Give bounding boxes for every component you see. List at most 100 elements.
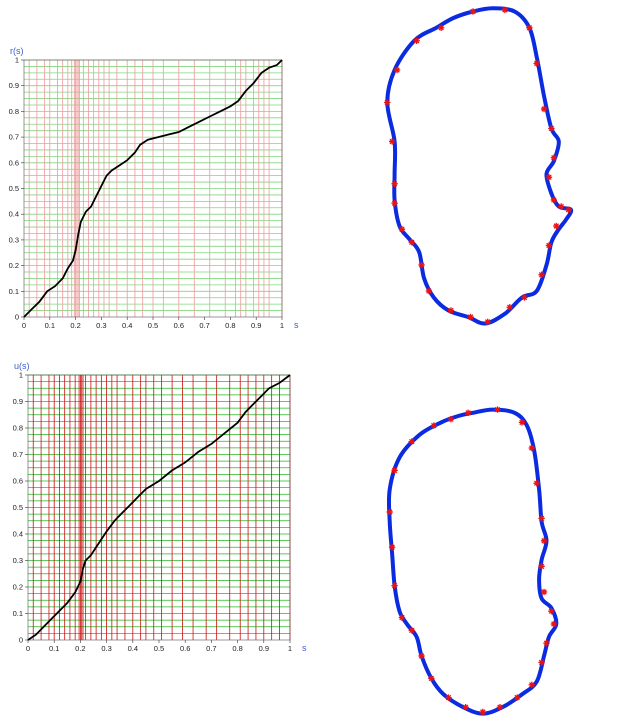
- x-tick-label: 0: [22, 321, 26, 330]
- x-tick-label: 1: [288, 644, 292, 653]
- sample-marker: [428, 675, 435, 682]
- x-tick-label: 0.6: [180, 644, 190, 653]
- sample-marker: [386, 508, 393, 516]
- sample-marker: [558, 203, 565, 210]
- marker-stroke: [514, 694, 520, 701]
- y-tick-label: 0.7: [9, 133, 19, 142]
- y-tick-label: 0: [19, 636, 23, 645]
- marker-stroke: [548, 125, 555, 132]
- sample-marker: [484, 318, 491, 326]
- sample-marker: [413, 37, 420, 44]
- sample-marker: [462, 704, 469, 711]
- x-tick-label: 0.8: [232, 644, 242, 653]
- marker-stroke: [409, 239, 415, 245]
- sample-marker: [526, 24, 533, 31]
- marker-stroke: [541, 589, 547, 595]
- marker-stroke: [470, 8, 476, 15]
- sample-marker: [494, 406, 501, 413]
- marker-stroke: [538, 659, 545, 666]
- sample-marker: [391, 200, 398, 207]
- sample-marker: [408, 627, 415, 634]
- sample-marker: [398, 226, 406, 233]
- y-tick-label: 0.1: [9, 287, 19, 296]
- marker-stroke: [538, 563, 545, 570]
- sample-marker: [418, 652, 425, 660]
- marker-stroke: [389, 138, 395, 145]
- marker-stroke: [551, 197, 557, 203]
- sample-marker: [548, 608, 555, 615]
- marker-stroke: [494, 406, 501, 413]
- marker-stroke: [428, 675, 435, 682]
- x-tick-label: 0.7: [206, 644, 216, 653]
- sample-marker: [437, 24, 445, 31]
- x-tick-label: 0.5: [154, 644, 164, 653]
- marker-stroke: [391, 582, 398, 589]
- marker-stroke: [565, 207, 572, 213]
- y-tick-label: 0.8: [9, 107, 19, 116]
- marker-stroke: [521, 294, 528, 301]
- marker-stroke: [546, 242, 552, 249]
- sample-marker: [548, 125, 555, 132]
- marker-stroke: [386, 509, 393, 515]
- y-tick-label: 0.9: [9, 81, 19, 90]
- sample-marker: [550, 196, 558, 204]
- marker-stroke: [399, 226, 405, 232]
- x-tick-label: 0.2: [70, 321, 80, 330]
- marker-stroke: [480, 709, 486, 715]
- y-tick-label: 0: [15, 313, 19, 322]
- marker-stroke: [431, 422, 437, 429]
- y-tick-label: 0.5: [13, 503, 23, 512]
- sample-marker: [391, 582, 398, 589]
- sample-marker: [550, 620, 558, 628]
- marker-stroke: [467, 314, 474, 320]
- sample-marker: [538, 659, 545, 666]
- sample-marker: [467, 313, 474, 321]
- sample-marker: [538, 515, 545, 522]
- sample-marker: [545, 174, 553, 181]
- sample-marker: [545, 242, 553, 249]
- marker-stroke: [445, 694, 452, 701]
- marker-stroke: [384, 99, 390, 106]
- sample-marker: [408, 438, 415, 445]
- y-tick-label: 0.9: [13, 397, 23, 406]
- sample-marker: [388, 138, 396, 145]
- sample-marker: [469, 8, 477, 15]
- marker-stroke: [548, 608, 555, 614]
- x-tick-label: 0.9: [251, 321, 261, 330]
- x-tick-label: 0.8: [225, 321, 235, 330]
- sample-marker: [447, 416, 455, 423]
- sample-marker: [418, 261, 425, 269]
- x-tick-label: 0.5: [148, 321, 158, 330]
- x-axis-label: s: [294, 320, 299, 330]
- sample-marker: [391, 467, 398, 474]
- marker-stroke: [465, 410, 471, 416]
- marker-stroke: [448, 416, 454, 422]
- sample-marker: [518, 419, 526, 426]
- sample-marker: [543, 640, 550, 647]
- y-tick-label: 1: [15, 56, 19, 65]
- y-tick-label: 0.2: [9, 261, 19, 270]
- marker-stroke: [551, 155, 557, 161]
- marker-stroke: [529, 682, 535, 688]
- marker-stroke: [394, 67, 400, 73]
- sample-marker: [553, 222, 560, 230]
- marker-stroke: [462, 704, 469, 710]
- marker-stroke: [553, 223, 560, 229]
- sample-marker: [565, 206, 572, 213]
- marker-stroke: [538, 515, 545, 522]
- y-tick-label: 0.3: [9, 235, 19, 244]
- y-tick-label: 0.3: [13, 556, 23, 565]
- x-tick-label: 0.2: [75, 644, 85, 653]
- y-tick-label: 0.6: [13, 477, 23, 486]
- sample-marker: [464, 409, 472, 416]
- cdf-curve: [27, 374, 291, 641]
- sample-marker: [533, 60, 540, 67]
- x-tick-label: 0.9: [259, 644, 269, 653]
- x-tick-label: 0.1: [49, 644, 59, 653]
- marker-stroke: [497, 704, 503, 710]
- sample-marker: [408, 239, 415, 246]
- sample-marker: [538, 563, 545, 570]
- marker-stroke: [409, 627, 415, 634]
- marker-stroke: [426, 288, 432, 294]
- sample-marker: [398, 614, 406, 621]
